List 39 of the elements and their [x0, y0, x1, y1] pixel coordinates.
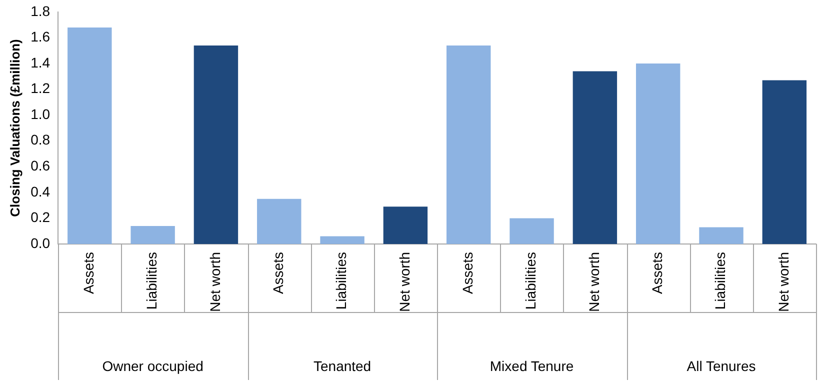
- y-tick-label: 0.8: [30, 132, 50, 148]
- bar: [320, 236, 364, 244]
- x-tick-label: Net worth: [206, 252, 223, 312]
- y-tick-label: 0.6: [30, 158, 50, 174]
- bar: [762, 80, 807, 244]
- x-tick-label: Liabilities: [712, 252, 728, 310]
- bar: [572, 71, 618, 244]
- x-tick-label: Net worth: [396, 252, 412, 312]
- text: Tenanted: [313, 358, 372, 374]
- y-tick-label: 1.0: [30, 106, 50, 122]
- y-tick-label: 0.0: [30, 234, 50, 251]
- y-tick-label: 1.8: [30, 2, 50, 19]
- bar: [699, 227, 744, 244]
- x-tick-label: Liabilities: [333, 252, 350, 310]
- x-tick-label: Liabilities: [522, 252, 539, 310]
- x-tick-label: Assets: [270, 252, 286, 294]
- text: Owner occupied: [102, 358, 204, 374]
- x-tick-label: Assets: [80, 252, 96, 294]
- x-tick-label: Net worth: [586, 252, 602, 312]
- x-tick-label: Liabilities: [144, 252, 160, 310]
- bar: [383, 206, 428, 244]
- bar: [446, 46, 491, 244]
- text: Mixed Tenure: [490, 358, 574, 374]
- y-tick-label: 0.2: [30, 209, 50, 226]
- x-tick-label: Net worth: [775, 252, 792, 312]
- bar: [257, 198, 302, 244]
- y-axis-title: Closing Valuations (£million): [7, 39, 22, 217]
- bar: [68, 27, 112, 244]
- y-tick-label: 1.2: [30, 80, 50, 96]
- bar: [194, 46, 238, 244]
- text: All Tenures: [686, 358, 756, 374]
- y-tick-label: 1.6: [30, 28, 50, 45]
- x-tick-label: Assets: [648, 252, 665, 294]
- y-tick-label: 1.4: [30, 54, 50, 70]
- bar: [636, 64, 680, 244]
- y-tick-label: 0.4: [30, 183, 50, 200]
- bar: [510, 218, 554, 244]
- bar: [130, 226, 175, 244]
- x-tick-label: Assets: [459, 252, 476, 294]
